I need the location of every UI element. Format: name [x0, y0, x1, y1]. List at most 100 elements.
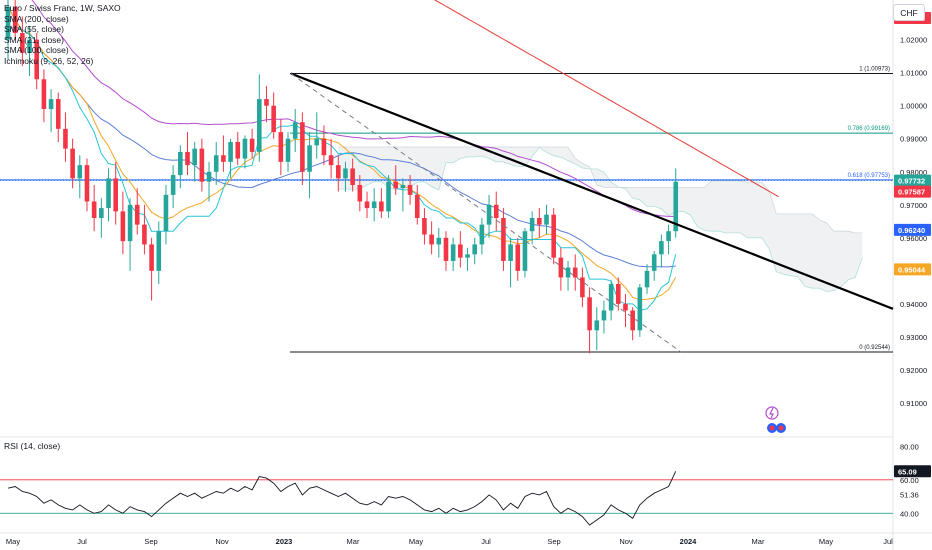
price-tick-label: 0.96000 [900, 234, 927, 243]
dashed-channel-line [290, 73, 682, 353]
candle-body [400, 184, 406, 189]
candle-body [414, 194, 420, 218]
candle-body [572, 267, 578, 278]
candle-body [113, 178, 118, 212]
candle-body [343, 168, 348, 179]
time-tick-label: Mar [752, 537, 765, 546]
rsi-tick-label: 80.00 [900, 442, 919, 451]
candle-body [371, 201, 377, 209]
candle-body [170, 175, 176, 195]
chart-title[interactable]: Euro / Swiss Franc, 1W, SAXO [4, 3, 121, 13]
time-tick-label: Sep [144, 537, 157, 546]
candle-body [436, 237, 442, 245]
legend-ichimoku[interactable]: Ichimoku (9, 26, 52, 26) [4, 55, 94, 66]
time-tick-label: 2024 [680, 537, 698, 546]
sma200-line [433, 0, 779, 198]
candle-body [228, 142, 233, 162]
candle-body [12, 6, 18, 34]
price-tag-bg [894, 174, 931, 187]
price-tag: 0.95044 [898, 265, 926, 274]
price-tick-label: 0.99000 [900, 135, 927, 144]
time-tick-label: Jul [481, 537, 491, 546]
candle-body [422, 218, 427, 235]
candle-body [307, 145, 312, 172]
rsi-tick-label: 60.00 [900, 476, 919, 485]
candle-body [357, 184, 363, 202]
candle-body [63, 128, 68, 149]
candle-body [637, 287, 643, 331]
candle-body [493, 204, 499, 218]
candle-body [5, 6, 11, 40]
lightning-glyph [769, 407, 774, 419]
time-axis[interactable]: May Jul Sep Nov 2023 Mar May Jul Sep Nov 2024 Mar Ma… [6, 537, 893, 546]
legend-sma100[interactable]: SMA (100, close) [4, 45, 69, 55]
price-tag: 0.97587 [898, 188, 925, 197]
fib-level-label: 0 (0.92544) [859, 345, 890, 351]
rsi-tick-label: 40.00 [900, 509, 919, 518]
currency-button[interactable]: CHF [893, 4, 925, 21]
time-tick-label: May [819, 537, 833, 546]
candle-body [77, 165, 83, 179]
candle-body [91, 201, 97, 218]
legend-sma55[interactable]: SMA (55, close) [4, 24, 64, 34]
time-tick-label: Nov [215, 537, 229, 546]
rsi-value-tag-bg [894, 465, 931, 478]
rsi-legend[interactable]: RSI (14, close) [4, 441, 61, 451]
rsi-value-tag: 65.09 [898, 467, 917, 476]
time-tick-label: Nov [619, 537, 633, 546]
price-tick-label: 0.94000 [900, 300, 927, 309]
price-axis[interactable]: 1.02000 1.01000 1.00000 0.99000 0.98000 0.970… [900, 36, 927, 408]
candle-body [673, 181, 679, 232]
fibonacci-retracement[interactable]: 1 (1.00973) 0.786 (0.99169) 0.618 (0.97753… [0, 67, 893, 353]
indicator-legend: Euro / Swiss Franc, 1W, SAXO SMA (200, c… [4, 3, 121, 66]
candle-body [120, 211, 126, 242]
legend-sma200[interactable]: SMA (200, close) [4, 13, 69, 24]
candle-body [666, 231, 671, 242]
time-tick-label: Mar [347, 537, 360, 546]
price-tick-label: 0.92000 [900, 366, 927, 375]
candle-body [630, 310, 635, 331]
candle-body [508, 244, 513, 261]
candle-body [565, 267, 571, 278]
price-tag: 0.96240 [898, 226, 925, 235]
rsi-ma-label: 51.36 [900, 490, 919, 499]
candle-body [601, 310, 607, 321]
candle-body [185, 151, 190, 166]
moving-averages [7, 0, 779, 312]
candle-body [257, 99, 262, 152]
candle-body [651, 254, 657, 271]
candle-body [48, 99, 54, 109]
ichimoku-cloud [338, 146, 863, 292]
candle-body [314, 138, 320, 146]
time-tick-label: May [409, 537, 423, 546]
candle-body [55, 99, 61, 129]
candle-body [300, 122, 305, 172]
candle-body [41, 79, 47, 109]
candle-body [501, 218, 506, 261]
candle-body [350, 168, 355, 185]
time-tick-label: 2023 [276, 537, 293, 546]
candle-body [127, 204, 133, 242]
candle-body [515, 244, 521, 271]
candle-body [537, 218, 542, 225]
fib-level-label: 1 (1.00973) [859, 67, 890, 73]
candle-body [529, 218, 535, 232]
candle-body [659, 241, 664, 255]
price-tick-label: 0.98000 [900, 168, 927, 177]
candle-body [479, 224, 485, 245]
price-tick-label: 0.93000 [900, 333, 927, 342]
price-tag-bg [894, 263, 931, 276]
candle-body [213, 155, 219, 172]
candle-body [386, 181, 391, 212]
price-tag-bg [894, 185, 931, 198]
candle-body [84, 165, 90, 202]
legend-sma21[interactable]: SMA (21, close) [4, 34, 64, 45]
lightning-event-icon[interactable] [765, 406, 779, 420]
candle-body [156, 231, 162, 271]
candle-body [321, 138, 327, 156]
candle-body [393, 181, 399, 189]
candle-body [249, 138, 255, 152]
trendlines[interactable] [290, 72, 894, 353]
